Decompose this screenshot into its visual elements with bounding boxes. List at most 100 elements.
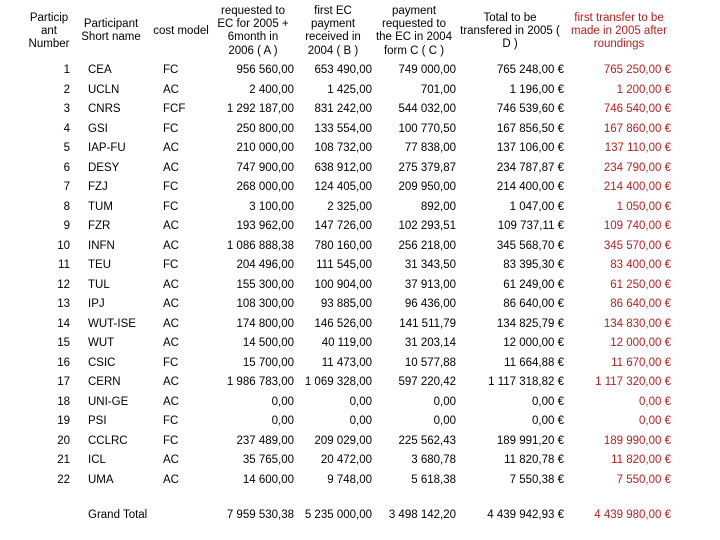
- cell-first-payment-b: 2 325,00: [327, 200, 372, 213]
- cell-rounded-transfer: 11 670,00 €: [611, 356, 671, 369]
- cell-first-payment-b: 40 119,00: [321, 337, 372, 350]
- cell-requested-a: 3 100,00: [249, 200, 294, 213]
- cell-participant-number: 9: [63, 220, 70, 233]
- cell-short-name: CERN: [88, 376, 121, 389]
- cell-requested-a: 108 300,00: [236, 298, 294, 311]
- cell-short-name: TUL: [88, 278, 110, 291]
- grand-total-payment-requested-c: 3 498 142,20: [388, 509, 456, 522]
- cell-rounded-transfer: 7 550,00 €: [616, 473, 671, 486]
- cell-total-transfer-d: 137 106,00 €: [496, 142, 564, 155]
- table-row: 2 UCLN AC 2 400,00 1 425,00 701,00 1 196,00 € 1…: [26, 80, 694, 100]
- cell-requested-a: 174 800,00: [236, 317, 294, 330]
- cell-total-transfer-d: 1 117 318,82 €: [488, 376, 564, 389]
- cell-rounded-transfer: 134 830,00 €: [603, 317, 671, 330]
- cell-participant-number: 20: [57, 434, 70, 447]
- cell-short-name: CSIC: [88, 356, 116, 369]
- table-row: 7 FZJ FC 268 000,00 124 405,00 209 950,00 214 …: [26, 178, 694, 198]
- cell-payment-requested-c: 10 577,88: [404, 356, 456, 369]
- cell-participant-number: 12: [57, 278, 70, 291]
- cell-total-transfer-d: 11 664,88 €: [504, 356, 564, 369]
- cell-payment-requested-c: 3 680,78: [411, 454, 456, 467]
- cell-participant-number: 2: [63, 83, 70, 96]
- cell-first-payment-b: 0,00: [349, 395, 372, 408]
- table-row: 8 TUM FC 3 100,00 2 325,00 892,00 1 047,00 € 1 …: [26, 197, 694, 217]
- cell-payment-requested-c: 0,00: [433, 415, 456, 428]
- cell-rounded-transfer: 83 400,00 €: [610, 259, 671, 272]
- cell-short-name: WUT-ISE: [88, 317, 136, 330]
- cell-requested-a: 747 900,00: [236, 161, 294, 174]
- cell-payment-requested-c: 31 343,50: [404, 259, 456, 272]
- grand-total-rounded-transfer: 4 439 980,00 €: [594, 509, 671, 522]
- cell-participant-number: 17: [57, 376, 70, 389]
- cell-total-transfer-d: 746 539,60 €: [496, 103, 564, 116]
- table-row: 15 WUT AC 14 500,00 40 119,00 31 203,14 12 000…: [26, 334, 694, 354]
- cell-short-name: UMA: [88, 473, 114, 486]
- cell-total-transfer-d: 109 737,11 €: [497, 220, 564, 233]
- cell-cost-model: FC: [163, 181, 179, 194]
- cell-requested-a: 15 700,00: [242, 356, 294, 369]
- cell-short-name: UCLN: [88, 83, 120, 96]
- cell-short-name: CEA: [88, 64, 112, 77]
- cell-participant-number: 19: [57, 415, 70, 428]
- table-header-row: Participant Number Participant Short nam…: [26, 5, 694, 58]
- cell-short-name: DESY: [88, 161, 120, 174]
- cell-rounded-transfer: 0,00 €: [639, 395, 671, 408]
- cell-requested-a: 1 086 888,38: [226, 239, 294, 252]
- cell-payment-requested-c: 892,00: [420, 200, 456, 213]
- cell-total-transfer-d: 167 856,50 €: [496, 122, 564, 135]
- cell-cost-model: AC: [163, 239, 179, 252]
- cell-rounded-transfer: 1 200,00 €: [616, 83, 671, 96]
- cell-cost-model: FC: [163, 122, 179, 135]
- cell-payment-requested-c: 597 220,42: [398, 376, 456, 389]
- cell-payment-requested-c: 31 203,14: [404, 337, 456, 350]
- table-row: 5 IAP-FU AC 210 000,00 108 732,00 77 838,00 13…: [26, 139, 694, 159]
- cell-payment-requested-c: 37 913,00: [404, 278, 456, 291]
- cell-payment-requested-c: 0,00: [433, 395, 456, 408]
- cell-participant-number: 8: [63, 200, 70, 213]
- cell-rounded-transfer: 765 250,00 €: [603, 64, 671, 77]
- cell-cost-model: FC: [163, 434, 179, 447]
- header-short-name: Participant Short name: [81, 18, 142, 44]
- cell-requested-a: 0,00: [271, 395, 294, 408]
- header-cost-model: cost model: [153, 24, 209, 37]
- cell-participant-number: 22: [57, 473, 70, 486]
- table-row: 19 PSI FC 0,00 0,00 0,00 0,00 € 0,00 €: [26, 412, 694, 432]
- table-row: 17 CERN AC 1 986 783,00 1 069 328,00 597 220,…: [26, 373, 694, 393]
- cell-payment-requested-c: 544 032,00: [398, 103, 456, 116]
- cell-payment-requested-c: 701,00: [420, 83, 456, 96]
- table-row: 12 TUL AC 155 300,00 100 904,00 37 913,00 61 2…: [26, 275, 694, 295]
- cell-cost-model: AC: [163, 337, 179, 350]
- table-row: 9 FZR AC 193 962,00 147 726,00 102 293,51 109 …: [26, 217, 694, 237]
- cell-payment-requested-c: 100 770,50: [398, 122, 456, 135]
- cell-cost-model: FC: [163, 415, 179, 428]
- cell-rounded-transfer: 109 740,00 €: [603, 220, 671, 233]
- cell-requested-a: 14 600,00: [242, 473, 294, 486]
- grand-total-requested-a: 7 959 530,38: [226, 509, 294, 522]
- cell-payment-requested-c: 275 379,87: [398, 161, 456, 174]
- cell-requested-a: 1 292 187,00: [226, 103, 294, 116]
- cell-payment-requested-c: 209 950,00: [398, 181, 456, 194]
- cell-cost-model: FC: [163, 356, 179, 369]
- cell-cost-model: AC: [163, 220, 179, 233]
- header-participant-number: Participant Number: [28, 11, 70, 51]
- table-row: 18 UNI-GE AC 0,00 0,00 0,00 0,00 € 0,00 €: [26, 392, 694, 412]
- cell-requested-a: 237 489,00: [236, 434, 294, 447]
- cell-cost-model: AC: [163, 395, 179, 408]
- cell-rounded-transfer: 137 110,00 €: [604, 142, 671, 155]
- cell-participant-number: 11: [58, 259, 70, 272]
- cell-short-name: WUT: [88, 337, 115, 350]
- cell-total-transfer-d: 134 825,79 €: [496, 317, 564, 330]
- cell-participant-number: 16: [57, 356, 70, 369]
- cell-cost-model: AC: [163, 454, 179, 467]
- cell-first-payment-b: 111 545,00: [316, 259, 372, 272]
- cell-requested-a: 204 496,00: [236, 259, 294, 272]
- header-first-payment-b: first EC payment received in 2004 ( B ): [305, 5, 365, 57]
- header-requested-a: requested to EC for 2005 + 6month in 200…: [217, 5, 292, 57]
- cell-participant-number: 4: [63, 122, 70, 135]
- cell-participant-number: 13: [57, 298, 70, 311]
- header-payment-requested-c: payment requested to the EC in 2004 form…: [375, 5, 456, 57]
- table-body: 1 CEA FC 956 560,00 653 490,00 749 000,00 765 …: [26, 61, 694, 490]
- cell-requested-a: 155 300,00: [236, 278, 294, 291]
- cell-requested-a: 268 000,00: [236, 181, 294, 194]
- table-row: 22 UMA AC 14 600,00 9 748,00 5 618,38 7 550,38…: [26, 470, 694, 490]
